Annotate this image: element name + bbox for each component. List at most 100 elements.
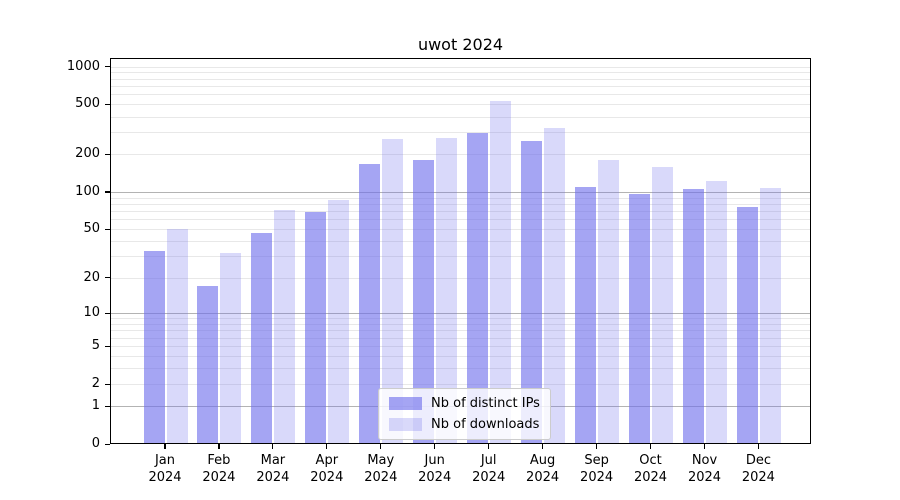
x-axis-tick-label: Jan 2024: [130, 452, 200, 486]
x-tick-mark: [380, 444, 382, 449]
gridline: [110, 104, 811, 106]
y-axis-tick-label: 50: [83, 221, 100, 237]
x-tick-month: Dec: [745, 453, 771, 468]
x-tick-mark: [272, 444, 274, 449]
x-axis-tick-label: Oct 2024: [616, 452, 686, 486]
y-tick-mark: [105, 405, 110, 407]
y-tick-mark: [105, 191, 110, 193]
x-tick-year: 2024: [633, 470, 668, 485]
bar-ips-dec: [736, 207, 758, 444]
bar-downloads-may: [382, 139, 404, 444]
x-axis-tick-label: May 2024: [346, 452, 416, 486]
x-axis-tick-label: Jun 2024: [400, 452, 470, 486]
x-axis-tick-label: Dec 2024: [723, 452, 793, 486]
legend: Nb of distinct IPs Nb of downloads: [378, 388, 551, 440]
x-axis-tick-label: Jul 2024: [454, 452, 524, 486]
bar-downloads-nov: [706, 181, 727, 444]
gridline: [110, 318, 811, 320]
bar-downloads-oct: [652, 167, 673, 444]
x-tick-mark: [488, 444, 490, 449]
x-tick-month: Aug: [529, 453, 556, 468]
gridline: [110, 154, 811, 156]
bar-ips-jun: [413, 160, 435, 444]
gridline: [110, 256, 811, 258]
x-axis-tick-label: Sep 2024: [562, 452, 632, 486]
bar-ips-jul: [467, 133, 489, 444]
chart-title: uwot 2024: [417, 35, 504, 54]
x-tick-mark: [218, 444, 220, 449]
x-tick-year: 2024: [741, 470, 775, 485]
x-tick-month: Oct: [639, 453, 662, 468]
gridline: [110, 241, 811, 243]
gridline: [110, 384, 811, 385]
x-tick-mark: [542, 444, 544, 449]
gridline: [110, 66, 811, 68]
x-tick-month: Jul: [480, 453, 497, 468]
bar-ips-nov: [683, 188, 704, 444]
legend-swatch-icon: [389, 418, 422, 431]
bar-downloads-dec: [759, 187, 781, 444]
y-tick-mark: [105, 103, 110, 106]
bar-ips-jan: [143, 251, 165, 444]
bar-ips-aug: [521, 141, 543, 444]
x-tick-month: Jan: [154, 453, 176, 468]
bar-ips-feb: [197, 286, 219, 444]
x-tick-year: 2024: [687, 470, 722, 485]
bar-downloads-jun: [436, 137, 458, 444]
gridline: [110, 203, 811, 205]
y-tick-mark: [105, 312, 110, 314]
bar-downloads-jul: [490, 100, 512, 444]
gridline: [110, 330, 811, 332]
bar-ips-apr: [305, 211, 327, 444]
bar-downloads-jan: [166, 229, 188, 444]
y-axis-tick-label: 10: [83, 305, 100, 320]
y-axis-tick-label: 5: [91, 338, 100, 354]
y-tick-mark: [105, 228, 110, 230]
x-axis-tick-label: Apr 2024: [292, 452, 362, 486]
gridline: [110, 337, 811, 339]
gridline: [110, 132, 811, 134]
y-tick-mark: [105, 383, 110, 385]
x-axis-tick-label: Aug 2024: [508, 452, 578, 486]
x-tick-year: 2024: [310, 470, 344, 485]
x-tick-month: Jun: [424, 453, 445, 468]
gridline: [110, 197, 811, 199]
legend-item: Nb of downloads: [389, 417, 540, 432]
gridline: [110, 368, 811, 370]
y-axis-tick-label: 200: [75, 146, 100, 162]
x-axis-tick-label: Feb 2024: [184, 452, 254, 486]
x-tick-mark: [703, 444, 706, 449]
gridline: [110, 94, 811, 96]
x-tick-year: 2024: [256, 470, 290, 485]
y-axis-tick-label: 20: [83, 269, 100, 285]
y-axis-tick-label: 2: [91, 376, 100, 391]
x-tick-year: 2024: [580, 470, 614, 485]
y-tick-mark: [105, 277, 110, 279]
bar-downloads-apr: [328, 200, 350, 444]
x-axis-tick-label: Mar 2024: [238, 452, 308, 486]
x-tick-month: Nov: [691, 453, 718, 468]
plot-area: Nb of distinct IPs Nb of downloads: [110, 58, 811, 444]
x-tick-mark: [164, 444, 166, 449]
y-axis-tick-label: 100: [75, 183, 100, 199]
x-tick-year: 2024: [526, 470, 560, 485]
bar-downloads-feb: [220, 253, 242, 444]
x-axis-tick-label: Nov 2024: [670, 452, 740, 486]
bar-downloads-mar: [274, 209, 296, 444]
bar-ips-mar: [251, 232, 273, 444]
gridline: [110, 346, 811, 348]
legend-label: Nb of downloads: [431, 417, 540, 432]
x-tick-month: Feb: [207, 453, 231, 468]
y-tick-mark: [105, 443, 110, 445]
bar-ips-sep: [575, 186, 597, 444]
bar-ips-oct: [629, 193, 650, 444]
x-tick-mark: [649, 444, 652, 449]
gridline: [110, 277, 811, 279]
gridline: [110, 72, 811, 74]
y-axis-tick-label: 1000: [66, 58, 100, 74]
x-tick-year: 2024: [202, 470, 236, 485]
x-tick-year: 2024: [148, 470, 182, 485]
x-tick-mark: [595, 444, 598, 449]
gridline: [110, 116, 811, 118]
y-tick-mark: [105, 66, 110, 68]
